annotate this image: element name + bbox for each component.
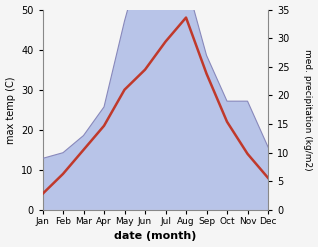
X-axis label: date (month): date (month) [114, 231, 197, 242]
Y-axis label: med. precipitation (kg/m2): med. precipitation (kg/m2) [303, 49, 313, 171]
Y-axis label: max temp (C): max temp (C) [5, 76, 16, 144]
